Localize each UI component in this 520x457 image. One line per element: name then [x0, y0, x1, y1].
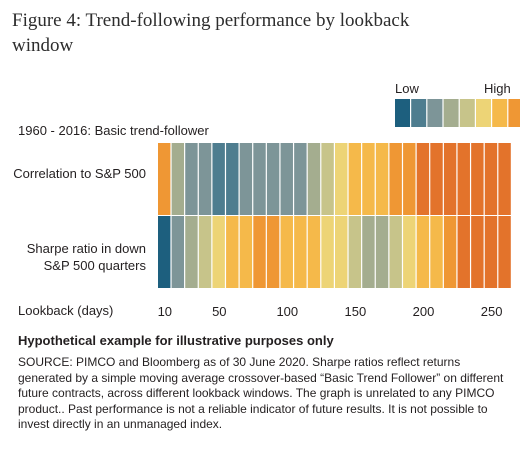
heatmap-cell	[226, 143, 239, 215]
heatmap-cell	[212, 216, 225, 288]
heatmap-cell	[266, 143, 280, 215]
heatmap-cell	[348, 143, 362, 215]
heatmap-cell	[198, 143, 212, 215]
heatmap-cell	[457, 216, 470, 288]
x-axis-label: Lookback (days)	[18, 303, 114, 318]
heatmap-cell	[158, 143, 171, 215]
heatmap-cell	[185, 143, 198, 215]
figure-title: Figure 4: Trend-following performance by…	[12, 10, 410, 56]
heatmap-cell	[253, 143, 266, 215]
color-scale-high-label: High	[484, 81, 511, 96]
heatmap-cell	[443, 216, 457, 288]
heatmap-cell	[362, 216, 375, 288]
row-label-correlation: Correlation to S&P 500	[13, 166, 146, 181]
x-tick-label: 10	[158, 304, 172, 319]
heatmap-cell	[348, 216, 362, 288]
heatmap-cell	[457, 143, 470, 215]
heatmap-cell	[498, 143, 511, 215]
heatmap-cell	[307, 216, 321, 288]
x-tick-label: 50	[212, 304, 226, 319]
heatmap-cell	[471, 216, 484, 288]
heatmap-cell	[375, 143, 389, 215]
heatmap-cell	[430, 143, 443, 215]
x-tick-label: 150	[345, 304, 367, 319]
color-scale-swatch	[459, 99, 475, 127]
heatmap-cell	[226, 216, 239, 288]
heatmap-cell	[185, 216, 198, 288]
x-tick-label: 100	[276, 304, 298, 319]
heatmap-cell	[362, 143, 375, 215]
heatmap-cell	[198, 216, 212, 288]
color-scale-swatch	[508, 99, 520, 127]
heatmap-cell	[307, 143, 321, 215]
color-scale-swatch	[395, 99, 410, 127]
heatmap-cell	[498, 216, 511, 288]
illustrative-note: Hypothetical example for illustrative pu…	[18, 333, 334, 348]
row-label-sharpe: Sharpe ratio in down S&P 500 quarters	[26, 241, 146, 273]
heatmap-cell	[484, 143, 498, 215]
heatmap-cell	[375, 216, 389, 288]
heatmap-cell	[389, 143, 402, 215]
heatmap-chart: 10 50 100 150 200 250	[158, 99, 520, 319]
heatmap-cell	[335, 216, 348, 288]
heatmap-cell	[389, 216, 402, 288]
heatmap-cell	[239, 143, 253, 215]
heatmap-cell	[294, 216, 307, 288]
x-tick-label: 250	[481, 304, 503, 319]
heatmap-cell	[335, 143, 348, 215]
heatmap-cell	[471, 143, 484, 215]
heatmap-cell	[239, 216, 253, 288]
heatmap-cell	[321, 143, 334, 215]
heatmap-cell	[171, 143, 185, 215]
heatmap-cell	[430, 216, 443, 288]
heatmap-cell	[171, 216, 185, 288]
chart-subtitle: 1960 - 2016: Basic trend-follower	[18, 123, 209, 138]
heatmap-cell	[280, 143, 293, 215]
heatmap-cell	[403, 216, 416, 288]
color-scale-swatch	[476, 99, 491, 127]
heatmap-cell	[416, 216, 430, 288]
heatmap-cell	[266, 216, 280, 288]
source-text: SOURCE: PIMCO and Bloomberg as of 30 Jun…	[18, 355, 504, 431]
color-scale-swatch	[492, 99, 508, 127]
heatmap-cell	[294, 143, 307, 215]
x-tick-label: 200	[413, 304, 435, 319]
heatmap-cell	[403, 143, 416, 215]
heatmap-cell	[484, 216, 498, 288]
heatmap-cell	[416, 143, 430, 215]
color-scale-swatch	[411, 99, 427, 127]
heatmap-cell	[280, 216, 293, 288]
heatmap-cell	[443, 143, 457, 215]
heatmap-cell	[212, 143, 225, 215]
color-scale-swatch	[427, 99, 443, 127]
heatmap-cell	[321, 216, 334, 288]
heatmap-cell	[158, 216, 171, 288]
heatmap-cell	[253, 216, 266, 288]
color-scale-swatch	[443, 99, 459, 127]
color-scale-low-label: Low	[395, 81, 419, 96]
